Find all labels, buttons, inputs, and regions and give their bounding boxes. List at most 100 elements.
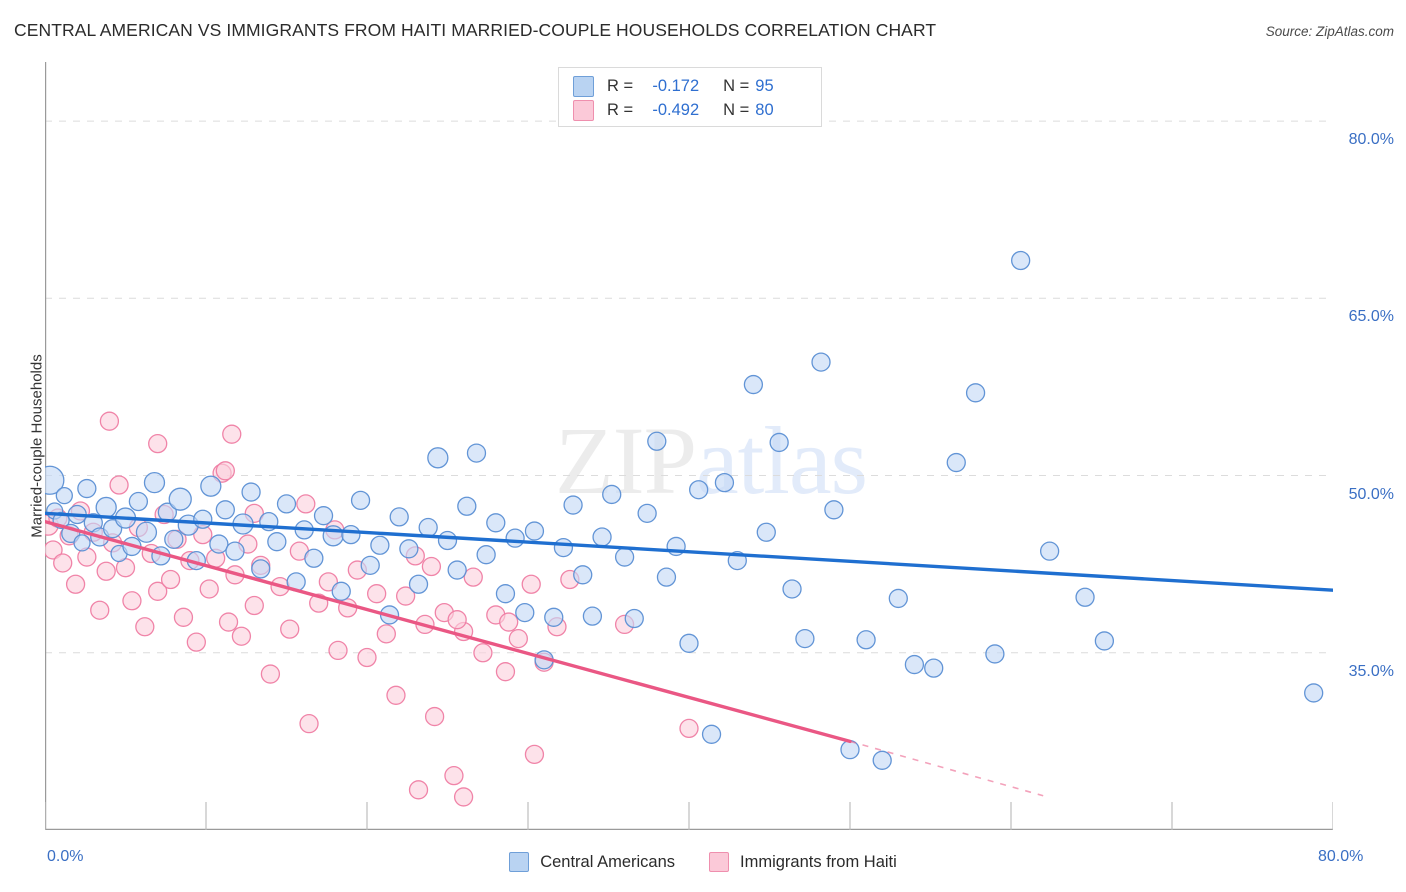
series-legend-item[interactable]: Central Americans — [509, 852, 675, 872]
data-point — [856, 630, 876, 650]
data-point — [55, 486, 73, 505]
n-label: N = — [723, 76, 750, 95]
data-point — [122, 591, 142, 611]
data-point — [924, 658, 944, 678]
data-point — [965, 383, 986, 403]
data-point — [811, 352, 831, 372]
data-point — [985, 644, 1005, 664]
data-point — [95, 496, 117, 519]
x-tick-label-min: 0.0% — [47, 848, 84, 865]
plot-area: Immigrants from HaitiCentral Americans M… — [29, 62, 1333, 830]
data-point — [408, 574, 429, 594]
y-tick-label: 35.0% — [1348, 662, 1394, 680]
data-point — [795, 628, 815, 649]
data-point — [1304, 683, 1324, 703]
data-point — [444, 766, 464, 786]
data-point — [209, 534, 229, 554]
data-point — [679, 718, 699, 739]
data-point — [360, 555, 380, 575]
data-point — [367, 584, 387, 604]
data-point — [592, 527, 612, 547]
data-point — [186, 632, 206, 652]
data-point — [215, 461, 235, 481]
data-point — [495, 662, 516, 682]
data-point — [1094, 631, 1115, 651]
data-point — [267, 532, 287, 552]
data-point — [318, 572, 339, 592]
x-tick-label-max: 80.0% — [1318, 848, 1364, 865]
series-swatch-blue — [509, 852, 530, 872]
data-point — [421, 556, 442, 577]
data-point — [231, 626, 252, 646]
data-point — [350, 490, 371, 511]
trendline-0 — [45, 511, 1333, 592]
data-point — [215, 500, 235, 520]
data-point — [331, 581, 351, 601]
data-point — [424, 706, 445, 727]
data-point — [251, 559, 271, 579]
data-point — [1011, 250, 1031, 271]
page-title: CENTRAL AMERICAN VS IMMIGRANTS FROM HAIT… — [14, 20, 937, 40]
data-point — [65, 574, 86, 594]
data-point — [756, 522, 776, 542]
data-point — [53, 553, 73, 573]
data-point — [135, 521, 158, 543]
data-point — [453, 787, 474, 807]
data-point — [508, 628, 528, 649]
data-point — [143, 471, 166, 494]
data-point — [244, 595, 264, 616]
data-point — [888, 588, 908, 609]
axes — [45, 62, 1333, 830]
data-point — [515, 602, 535, 623]
data-point — [90, 600, 110, 620]
data-point — [218, 612, 239, 632]
data-point — [524, 744, 545, 765]
data-point — [148, 581, 168, 601]
data-point — [341, 524, 361, 545]
data-point — [280, 619, 300, 639]
data-point — [399, 539, 419, 559]
data-point — [473, 643, 493, 663]
data-point — [408, 780, 429, 800]
data-point — [476, 545, 496, 565]
r-label: R = — [607, 100, 634, 119]
series-legend-item[interactable]: Immigrants from Haiti — [709, 852, 897, 872]
data-point — [260, 664, 281, 684]
scatter-plot-svg: Immigrants from HaitiCentral Americans — [45, 62, 1333, 830]
data-point — [386, 685, 406, 705]
series-label: Immigrants from Haiti — [740, 852, 897, 871]
y-tick-label: 50.0% — [1348, 485, 1394, 503]
n-label: N = — [723, 100, 750, 119]
data-point — [193, 509, 213, 529]
data-point — [276, 494, 297, 514]
data-point — [904, 654, 925, 675]
data-point — [1039, 541, 1060, 561]
data-point — [328, 640, 348, 661]
data-point — [624, 608, 644, 629]
data-point — [743, 374, 764, 395]
n-value: 80 — [755, 100, 774, 119]
data-point — [77, 478, 97, 499]
r-value: -0.492 — [652, 100, 700, 119]
y-tick-label: 65.0% — [1348, 308, 1394, 326]
data-point — [447, 610, 467, 630]
data-point — [370, 535, 390, 555]
data-point — [544, 607, 564, 627]
data-point — [499, 612, 519, 632]
data-point — [1075, 587, 1095, 607]
data-point — [437, 530, 458, 551]
data-point — [128, 491, 149, 512]
data-point — [824, 500, 844, 520]
data-point — [521, 574, 541, 594]
data-point — [418, 517, 438, 538]
data-point — [946, 452, 966, 473]
data-point — [222, 424, 242, 444]
data-point — [225, 541, 245, 561]
data-point — [99, 411, 120, 431]
data-point — [299, 714, 319, 734]
data-point — [647, 431, 667, 451]
legend-swatch-pink — [573, 99, 594, 121]
data-point — [602, 484, 622, 505]
data-point — [495, 584, 516, 604]
data-point — [656, 567, 677, 587]
